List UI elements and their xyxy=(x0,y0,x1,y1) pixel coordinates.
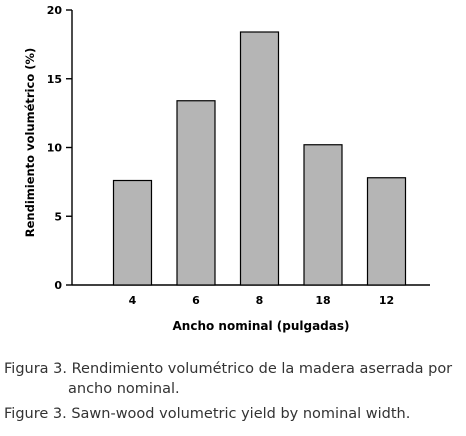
y-tick-label: 20 xyxy=(47,4,63,17)
figure-caption-spanish-continued: ancho nominal. xyxy=(68,381,180,397)
bar-18 xyxy=(303,144,343,286)
x-tick-label: 18 xyxy=(315,294,330,307)
bar-8 xyxy=(239,31,280,286)
y-tick-label: 5 xyxy=(54,210,62,223)
y-tick-label: 0 xyxy=(54,279,62,292)
bar-chart: 0 5 10 15 20 4 6 8 18 12 Ancho nominal (pulgadas) R… xyxy=(23,4,430,333)
bar-12 xyxy=(366,177,407,286)
bar-6 xyxy=(176,100,216,286)
y-axis-label: Rendimiento volumétrico (%) xyxy=(23,48,37,238)
figure-caption-spanish: Figura 3. Rendimiento volumétrico de la … xyxy=(4,361,453,377)
figure-caption-english: Figure 3. Sawn-wood volumetric yield by … xyxy=(4,406,411,422)
y-tick-label: 15 xyxy=(47,73,62,86)
x-tick-label: 4 xyxy=(129,294,137,307)
y-tick-label: 10 xyxy=(47,142,63,155)
x-tick-label: 6 xyxy=(192,294,200,307)
x-tick-label: 8 xyxy=(256,294,264,307)
chart-canvas: 0 5 10 15 20 4 6 8 18 12 Ancho nominal (pulgadas) R… xyxy=(23,4,430,333)
x-axis-label: Ancho nominal (pulgadas) xyxy=(173,319,350,333)
bar-4 xyxy=(112,179,153,286)
x-tick-label: 12 xyxy=(379,294,394,307)
